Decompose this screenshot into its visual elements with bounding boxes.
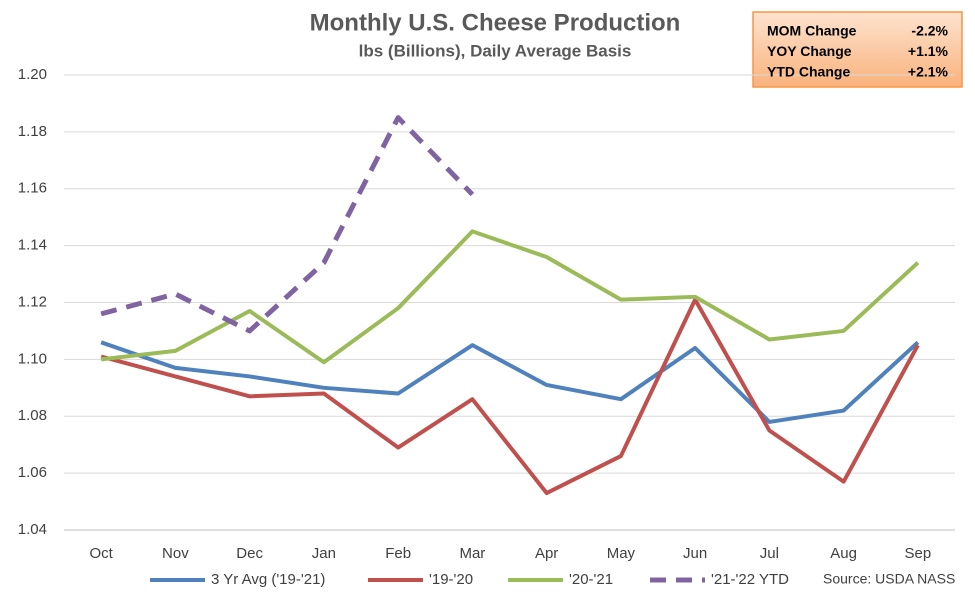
x-tick-label: Jan <box>312 545 336 562</box>
x-tick-label: Nov <box>162 545 189 562</box>
y-tick-label: 1.18 <box>18 123 47 140</box>
legend-label: '19-'20 <box>429 571 473 588</box>
x-tick-label: Sep <box>905 545 932 562</box>
x-tick-label: Dec <box>236 545 263 562</box>
source-note: Source: USDA NASS <box>823 571 955 587</box>
x-tick-label: Jul <box>760 545 779 562</box>
y-tick-label: 1.16 <box>18 180 47 197</box>
chart-subtitle: lbs (Billions), Daily Average Basis <box>359 41 632 60</box>
stat-label: YOY Change <box>767 43 852 59</box>
legend-label: '21-'22 YTD <box>711 571 789 588</box>
legend-label: 3 Yr Avg ('19-'21) <box>211 571 325 588</box>
stat-value: +2.1% <box>908 64 949 80</box>
series-line <box>100 340 920 424</box>
y-tick-label: 1.08 <box>18 407 47 424</box>
x-tick-label: Aug <box>830 545 857 562</box>
y-tick-label: 1.04 <box>18 521 47 538</box>
x-tick-label: Jun <box>683 545 707 562</box>
y-tick-label: 1.14 <box>18 237 47 254</box>
y-tick-label: 1.10 <box>18 350 47 367</box>
legend-label: '20-'21 <box>569 571 613 588</box>
y-tick-label: 1.12 <box>18 293 47 310</box>
x-tick-label: Mar <box>459 545 485 562</box>
x-tick-label: May <box>607 545 636 562</box>
chart-title: Monthly U.S. Cheese Production <box>310 9 681 36</box>
stat-label: MOM Change <box>767 23 857 39</box>
series-line <box>100 297 920 496</box>
x-tick-label: Feb <box>385 545 411 562</box>
series-line <box>100 115 475 334</box>
stat-value: +1.1% <box>908 43 949 59</box>
series-line <box>100 229 920 365</box>
x-tick-label: Apr <box>535 545 558 562</box>
stat-value: -2.2% <box>911 23 948 39</box>
x-tick-label: Oct <box>89 545 113 562</box>
stat-label: YTD Change <box>767 64 850 80</box>
y-tick-label: 1.20 <box>18 66 47 83</box>
y-tick-label: 1.06 <box>18 464 47 481</box>
